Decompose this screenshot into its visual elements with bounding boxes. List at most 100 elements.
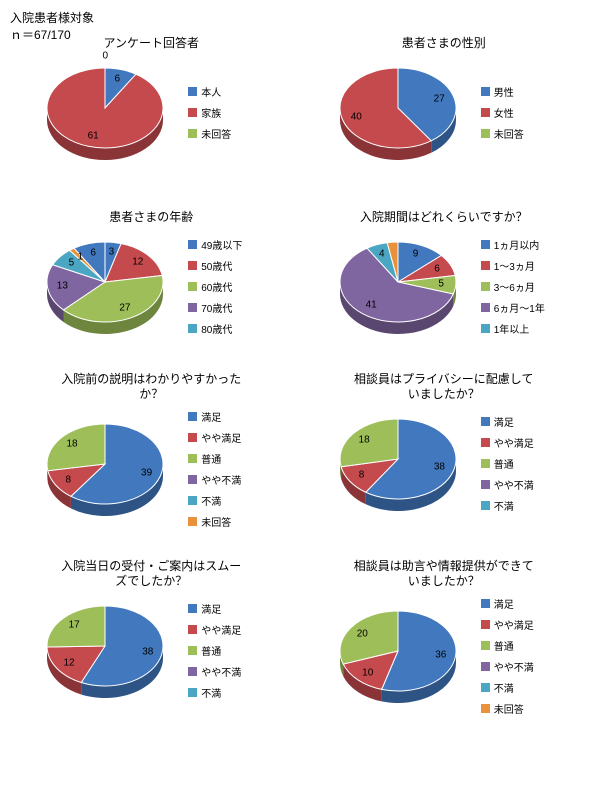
legend-item: 3～6ヵ月	[481, 279, 565, 294]
legend-item: 未回答	[481, 126, 565, 141]
legend: 49歳以下50歳代60歳代70歳代80歳代	[188, 237, 272, 336]
chart-title: 患者さまの性別	[402, 24, 486, 52]
legend-swatch	[481, 240, 490, 249]
legend: 満足やや満足普通やや不満不満未回答	[481, 596, 565, 716]
legend-label: やや満足	[494, 435, 534, 450]
legend-item: やや満足	[188, 430, 272, 445]
chart-title: 相談員は助言や情報提供ができていましたか？	[349, 559, 539, 590]
legend-label: 70歳代	[201, 300, 232, 315]
pie-chart	[323, 601, 473, 711]
legend-item: やや不満	[481, 477, 565, 492]
legend-swatch	[188, 240, 197, 249]
legend-item: 本人	[188, 84, 272, 99]
pie-chart	[323, 232, 473, 342]
legend-swatch	[481, 324, 490, 333]
legend-label: 不満	[494, 680, 514, 695]
legend-label: 満足	[494, 596, 514, 611]
legend-swatch	[188, 454, 197, 463]
legend-swatch	[188, 129, 197, 138]
legend-swatch	[481, 459, 490, 468]
legend-label: 普通	[201, 451, 221, 466]
legend-label: 1年以上	[494, 321, 530, 336]
legend-item: 80歳代	[188, 321, 272, 336]
legend-swatch	[481, 87, 490, 96]
legend-label: やや不満	[494, 477, 534, 492]
legend-swatch	[188, 625, 197, 634]
chart-title: 入院前の説明はわかりやすかったか？	[56, 372, 246, 403]
legend-item: 普通	[481, 638, 565, 653]
legend: 満足やや満足普通やや不満不満	[188, 601, 272, 700]
legend-label: 普通	[494, 638, 514, 653]
legend-item: やや不満	[481, 659, 565, 674]
legend-swatch	[481, 438, 490, 447]
legend-label: 男性	[494, 84, 514, 99]
legend-label: 不満	[201, 493, 221, 508]
legend-swatch	[188, 475, 197, 484]
legend-swatch	[481, 108, 490, 117]
legend-swatch	[481, 599, 490, 608]
legend-item: 未回答	[188, 126, 272, 141]
legend-swatch	[481, 261, 490, 270]
legend-item: 満足	[188, 409, 272, 424]
chart-title: 患者さまの年齢	[109, 198, 193, 226]
legend-swatch	[481, 662, 490, 671]
chart-title: アンケート回答者	[103, 24, 199, 52]
legend-item: やや満足	[481, 617, 565, 632]
pie-chart	[323, 409, 473, 519]
legend-item: 普通	[188, 643, 272, 658]
legend-item: 不満	[481, 680, 565, 695]
chart-title: 相談員はプライバシーに配慮していましたか？	[349, 372, 539, 403]
legend-item: やや満足	[481, 435, 565, 450]
legend-swatch	[188, 688, 197, 697]
legend-swatch	[188, 433, 197, 442]
legend-swatch	[188, 412, 197, 421]
legend-swatch	[481, 480, 490, 489]
legend: 本人家族未回答	[188, 84, 272, 141]
legend-item: 不満	[188, 493, 272, 508]
legend-swatch	[481, 282, 490, 291]
legend-swatch	[188, 282, 197, 291]
chart-title: 入院当日の受付・ご案内はスムーズでしたか？	[56, 559, 246, 590]
legend-swatch	[188, 667, 197, 676]
pie-chart	[30, 58, 180, 168]
legend-label: 家族	[201, 105, 221, 120]
legend-label: 満足	[201, 601, 221, 616]
pie-chart	[323, 58, 473, 168]
legend-swatch	[481, 417, 490, 426]
legend-label: 不満	[494, 498, 514, 513]
legend-swatch	[188, 517, 197, 526]
legend-label: やや不満	[201, 472, 241, 487]
legend-swatch	[481, 683, 490, 692]
legend-label: 本人	[201, 84, 221, 99]
pie-chart	[30, 596, 180, 706]
legend-swatch	[188, 108, 197, 117]
pie-chart	[30, 232, 180, 342]
legend-item: 1～3ヵ月	[481, 258, 565, 273]
legend-item: 1年以上	[481, 321, 565, 336]
legend-label: やや不満	[201, 664, 241, 679]
legend-swatch	[188, 303, 197, 312]
legend-swatch	[481, 620, 490, 629]
legend-item: 不満	[481, 498, 565, 513]
legend: 満足やや満足普通やや不満不満未回答	[188, 409, 272, 529]
legend-item: 60歳代	[188, 279, 272, 294]
legend-item: 普通	[188, 451, 272, 466]
legend-label: 未回答	[494, 701, 524, 716]
legend-swatch	[188, 604, 197, 613]
chart-cell: 入院前の説明はわかりやすかったか？39818満足やや満足普通やや不満不満未回答	[10, 372, 293, 529]
legend-label: 普通	[494, 456, 514, 471]
legend-label: 49歳以下	[201, 237, 242, 252]
legend-label: 未回答	[494, 126, 524, 141]
legend-label: 80歳代	[201, 321, 232, 336]
legend-item: 1ヵ月以内	[481, 237, 565, 252]
legend-swatch	[188, 261, 197, 270]
legend-item: 家族	[188, 105, 272, 120]
legend-swatch	[481, 129, 490, 138]
legend-item: 70歳代	[188, 300, 272, 315]
chart-cell: 相談員はプライバシーに配慮していましたか？38818満足やや満足普通やや不満不満	[303, 372, 586, 529]
legend-item: やや満足	[188, 622, 272, 637]
legend-item: 不満	[188, 685, 272, 700]
chart-cell: 患者さまの年齢312271351649歳以下50歳代60歳代70歳代80歳代	[10, 198, 293, 342]
legend-label: 普通	[201, 643, 221, 658]
pie-chart	[30, 414, 180, 524]
